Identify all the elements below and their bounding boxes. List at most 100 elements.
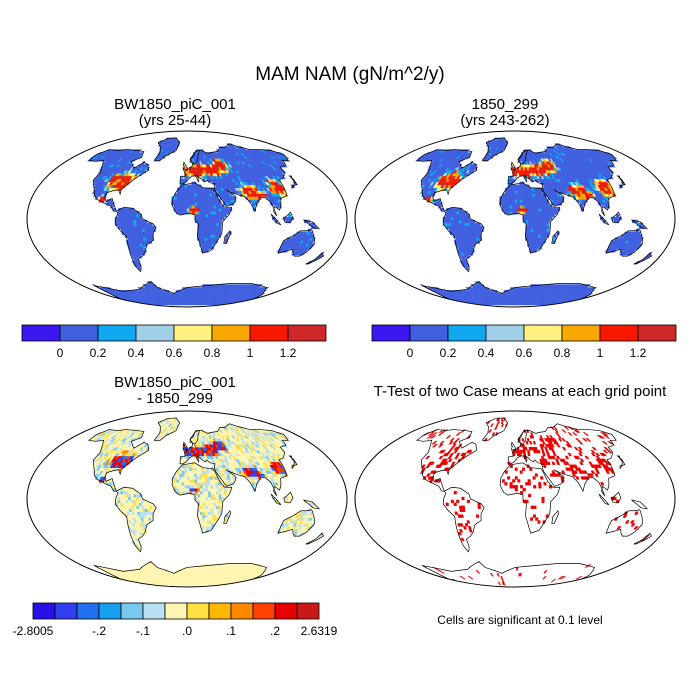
grid-cell <box>186 196 190 200</box>
grid-cell <box>176 202 180 206</box>
grid-cell <box>461 219 465 224</box>
grid-cell <box>181 193 185 197</box>
panel-title-difference-line1: BW1850_piC_001 <box>114 374 236 391</box>
grid-cell <box>200 219 204 224</box>
grid-cell <box>213 222 217 227</box>
grid-cell <box>210 216 214 221</box>
grid-cell <box>450 219 454 224</box>
grid-cell <box>192 208 196 212</box>
grid-cell <box>191 184 195 188</box>
grid-cell <box>181 184 185 188</box>
grid-cell <box>226 208 230 212</box>
grid-cell <box>214 237 219 241</box>
grid-cell <box>541 225 545 229</box>
grid-cell <box>178 202 183 206</box>
grid-cell <box>192 210 196 215</box>
grid-cell <box>513 290 516 294</box>
grid-cell <box>519 196 523 200</box>
grid-cell <box>193 184 197 188</box>
grid-cell <box>527 225 532 229</box>
grid-cell <box>186 190 190 194</box>
map-border <box>26 130 348 308</box>
grid-cell <box>194 213 198 218</box>
grid-cell <box>507 196 511 200</box>
grid-cell <box>514 196 518 200</box>
grid-cell <box>202 210 206 215</box>
grid-cell <box>176 208 180 212</box>
grid-cell <box>184 205 188 209</box>
south-america-outline <box>114 206 157 273</box>
grid-cell <box>205 213 209 218</box>
grid-cell <box>207 228 211 232</box>
grid-cell <box>475 228 479 232</box>
grid-cell <box>551 210 556 215</box>
grid-cell <box>458 219 462 224</box>
grid-cell <box>510 178 513 183</box>
grid-cell <box>450 213 455 218</box>
grid-cell <box>133 222 137 227</box>
grid-cell <box>141 219 145 224</box>
grid-cell <box>504 196 508 200</box>
grid-cell <box>239 581 248 586</box>
grid-cell <box>453 216 457 221</box>
grid-cell <box>218 222 222 227</box>
grid-cell <box>466 219 470 224</box>
grid-cell <box>141 222 145 227</box>
grid-cell <box>509 187 513 191</box>
grid-cell <box>197 199 201 203</box>
grid-cell <box>194 193 198 197</box>
grid-cell <box>215 210 220 215</box>
grid-cell <box>122 222 127 227</box>
grid-cell <box>519 187 523 191</box>
grid-cell <box>450 222 455 227</box>
grid-cell <box>535 231 539 235</box>
grid-cell <box>199 225 204 229</box>
grid-cell <box>184 184 188 188</box>
grid-cell <box>138 219 142 224</box>
grid-cell <box>533 222 537 227</box>
grid-cell <box>181 205 185 209</box>
grid-cell <box>532 202 537 206</box>
grid-cell <box>173 196 178 200</box>
grid-cell <box>528 222 532 227</box>
grid-cell <box>504 208 508 212</box>
grid-cell <box>519 184 523 188</box>
grid-cell <box>216 213 220 218</box>
grid-cell <box>149 225 153 229</box>
grid-cell <box>535 205 539 209</box>
grid-cell <box>530 199 534 203</box>
panel-title-ttest-line1: T-Test of two Case means at each grid po… <box>373 383 667 400</box>
grid-cell <box>207 202 211 206</box>
grid-cell <box>212 205 217 209</box>
grid-cell <box>215 205 219 209</box>
grid-cell <box>525 219 529 224</box>
grid-cell <box>308 231 314 235</box>
australia-outline <box>277 229 315 257</box>
grid-cell <box>202 199 206 203</box>
grid-cell <box>125 216 129 221</box>
grid-cell <box>445 210 449 215</box>
grid-cell <box>133 219 137 224</box>
grid-cell <box>538 216 542 221</box>
grid-cell <box>122 210 127 215</box>
grid-cell <box>527 234 531 238</box>
grid-cell <box>213 213 217 218</box>
grid-cell <box>551 208 555 212</box>
grid-cell <box>501 196 506 200</box>
grid-cell <box>117 222 121 227</box>
grid-cell <box>464 219 468 224</box>
grid-cell <box>117 210 121 215</box>
grid-cell <box>128 222 132 227</box>
grid-cell <box>184 199 188 203</box>
grid-cell <box>178 210 182 215</box>
grid-cell <box>461 213 465 218</box>
grid-cell <box>207 210 212 215</box>
grid-cell <box>117 219 121 224</box>
grid-cell <box>120 222 124 227</box>
grid-cell <box>541 222 545 227</box>
grid-cell <box>216 216 220 221</box>
grid-cell <box>218 216 222 221</box>
grid-cell <box>519 193 523 197</box>
grid-cell <box>218 213 222 218</box>
africa-outline <box>171 182 233 254</box>
